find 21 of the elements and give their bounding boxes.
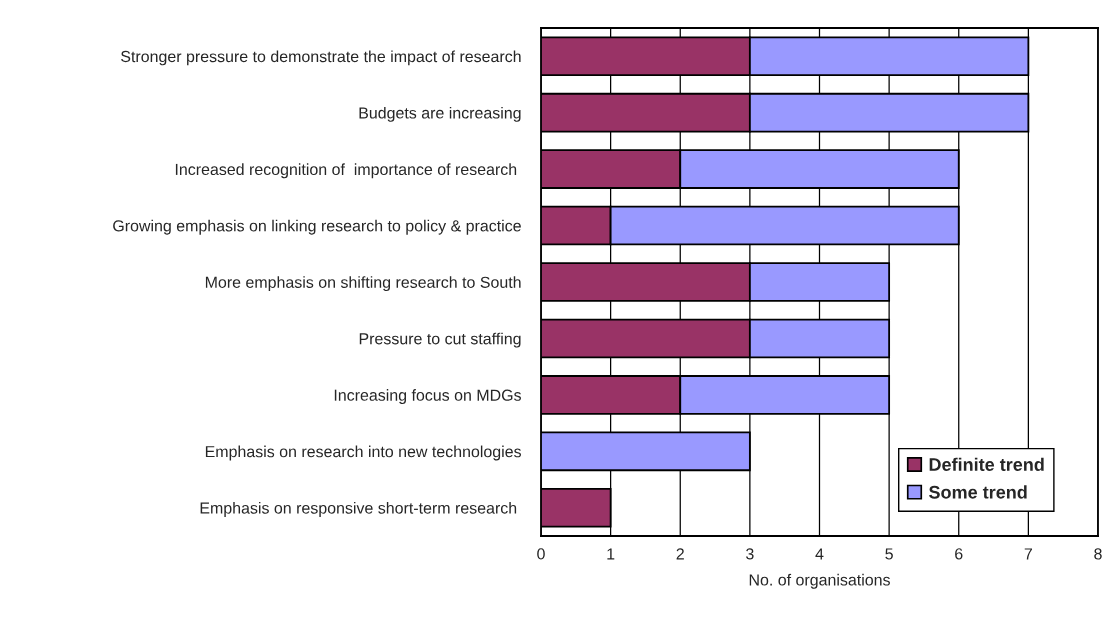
- y-tick-label: Emphasis on responsive short-term research: [200, 501, 517, 517]
- x-tick-label: 8: [1094, 548, 1102, 560]
- y-tick-label: Pressure to cut staffing: [359, 332, 521, 348]
- x-tick-label: 4: [815, 548, 824, 560]
- x-tick-label: 5: [885, 548, 893, 560]
- x-tick-label: 0: [537, 548, 545, 560]
- x-tick-label: 7: [1024, 548, 1033, 560]
- x-tick-label: 1: [607, 548, 615, 560]
- legend-label: Definite trend: [929, 457, 1044, 471]
- y-tick-label: Growing emphasis on linking research to policy & practice: [113, 219, 521, 235]
- x-axis-title: No. of organisations: [749, 573, 890, 589]
- y-tick-label: Budgets are increasing: [359, 106, 521, 122]
- x-tick-label: 2: [676, 548, 684, 560]
- y-tick-label: More emphasis on shifting research to South: [205, 276, 521, 292]
- y-tick-label: Increasing focus on MDGs: [334, 389, 521, 404]
- x-tick-label: 3: [746, 548, 754, 560]
- y-tick-label: Stronger pressure to demonstrate the impact of research: [121, 50, 521, 66]
- legend-label: Some trend: [929, 485, 1027, 499]
- x-tick-label: 6: [955, 548, 963, 560]
- y-tick-label: Emphasis on research into new technologies: [205, 445, 521, 461]
- y-tick-label: Increased recognition of importance of research: [175, 163, 517, 179]
